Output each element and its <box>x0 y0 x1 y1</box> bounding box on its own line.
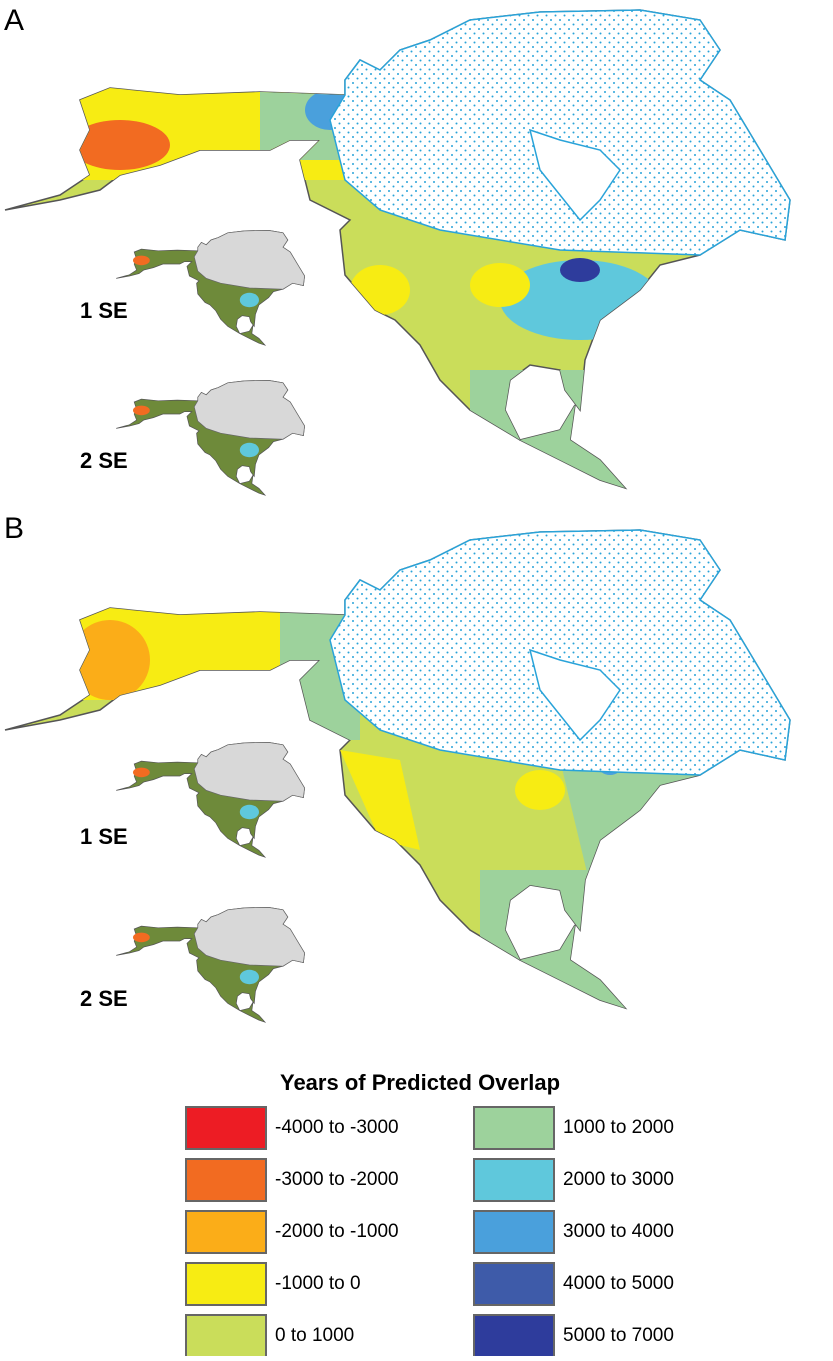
legend-swatch <box>185 1106 267 1150</box>
legend-label: -3000 to -2000 <box>275 1169 399 1190</box>
legend-swatch <box>185 1262 267 1306</box>
legend-swatch <box>473 1106 555 1150</box>
legend: -4000 to -3000 -3000 to -2000 -2000 to -10… <box>185 1106 674 1358</box>
panel-label: B <box>4 512 24 545</box>
legend-label: -1000 to 0 <box>275 1273 361 1294</box>
legend-swatch <box>185 1210 267 1254</box>
legend-label: -4000 to -3000 <box>275 1117 399 1138</box>
legend-label: 2000 to 3000 <box>563 1169 674 1190</box>
legend-swatch <box>185 1158 267 1202</box>
legend-swatch <box>473 1210 555 1254</box>
inset-label: 1 SE <box>80 824 128 849</box>
map-a <box>0 10 790 490</box>
legend-swatch <box>473 1314 555 1358</box>
map-b <box>0 530 800 1010</box>
legend-swatch <box>185 1314 267 1358</box>
inset-label: 2 SE <box>80 986 128 1011</box>
legend-swatch <box>473 1262 555 1306</box>
legend-title: Years of Predicted Overlap <box>280 1070 560 1095</box>
legend-label: -2000 to -1000 <box>275 1221 399 1242</box>
legend-label: 0 to 1000 <box>275 1325 354 1346</box>
legend-label: 1000 to 2000 <box>563 1117 674 1138</box>
panel-label: A <box>4 4 24 37</box>
legend-label: 4000 to 5000 <box>563 1273 674 1294</box>
inset-label: 1 SE <box>80 298 128 323</box>
legend-swatch <box>473 1158 555 1202</box>
legend-label: 5000 to 7000 <box>563 1325 674 1346</box>
legend-label: 3000 to 4000 <box>563 1221 674 1242</box>
inset-label: 2 SE <box>80 448 128 473</box>
